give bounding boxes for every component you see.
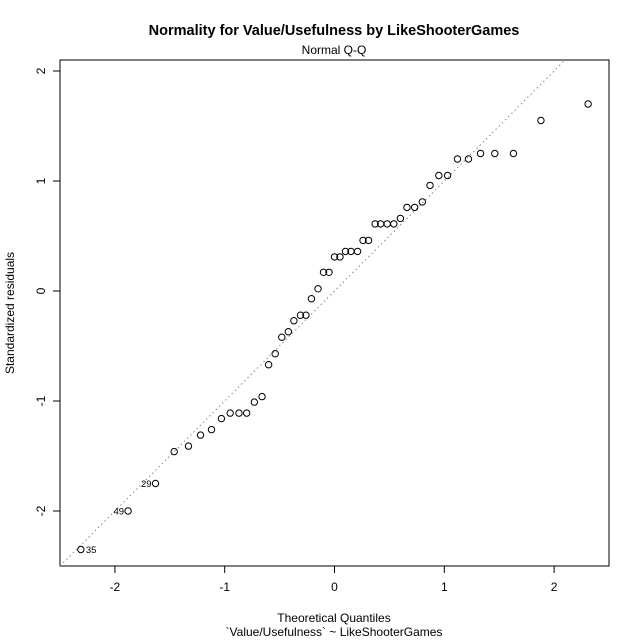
data-points: 35 49 29 [77,100,592,556]
data-point [396,214,405,223]
data-point [383,220,391,228]
data-point [410,203,419,212]
data-point [443,171,452,180]
y-axis: -2 -1 0 1 2 [34,67,60,516]
data-point [364,236,373,245]
data-point [296,311,305,319]
y-tick-label: -2 [34,505,48,516]
data-point [453,155,462,163]
data-point [250,398,259,406]
point-label: 29 [141,479,152,490]
point-label: 35 [86,545,97,556]
data-point [371,220,379,228]
x-tick-label: -2 [110,580,121,594]
data-point [170,447,178,456]
reference-line [59,59,566,567]
data-point [476,149,485,158]
chart-subtitle: Normal Q-Q [302,43,367,57]
data-point [242,409,251,417]
y-tick-label: 0 [34,287,48,294]
y-tick-label: -1 [34,395,48,406]
x-tick-label: -1 [219,580,230,594]
x-axis-label-secondary: `Value/Usefulness` ~ LikeShooterGames [226,625,443,639]
point-label: 49 [113,507,124,518]
data-point [390,220,398,228]
data-point [330,253,339,261]
data-point [124,507,132,515]
data-point [403,203,411,212]
data-point [258,392,266,401]
data-point [278,333,286,341]
data-point [184,442,193,450]
data-point [584,100,592,108]
y-axis-label: Standardized residuals [3,252,17,374]
data-point [537,116,545,125]
x-axis: -2 -1 0 1 2 [110,566,558,594]
y-tick-label: 2 [34,67,48,74]
data-point [435,171,443,180]
data-point [336,253,344,261]
plot-frame [59,59,610,567]
data-point [284,328,293,336]
data-point [264,361,273,369]
data-point [151,479,160,488]
chart-title: Normality for Value/Usefulness by LikeSh… [149,23,520,39]
data-point [290,317,298,325]
x-axis-label: Theoretical Quantiles [277,611,390,625]
data-point [217,414,226,423]
x-tick-label: 1 [441,580,448,594]
y-tick-label: 1 [34,177,48,184]
data-point [271,350,279,358]
data-point [359,236,367,245]
data-point [314,285,322,293]
data-point [307,295,316,303]
data-point [491,149,499,158]
data-point [341,247,350,256]
data-point [226,409,234,417]
data-point [418,198,427,206]
data-point [509,149,518,158]
data-point [235,409,243,417]
data-point [426,181,434,190]
x-tick-label: 2 [551,580,558,594]
data-point [302,311,310,319]
data-point [353,247,362,256]
data-point [319,268,328,276]
data-point [325,268,333,276]
data-point [207,425,216,434]
x-tick-label: 0 [331,580,338,594]
data-point [196,431,205,439]
data-point [464,155,473,163]
data-point [77,545,85,554]
